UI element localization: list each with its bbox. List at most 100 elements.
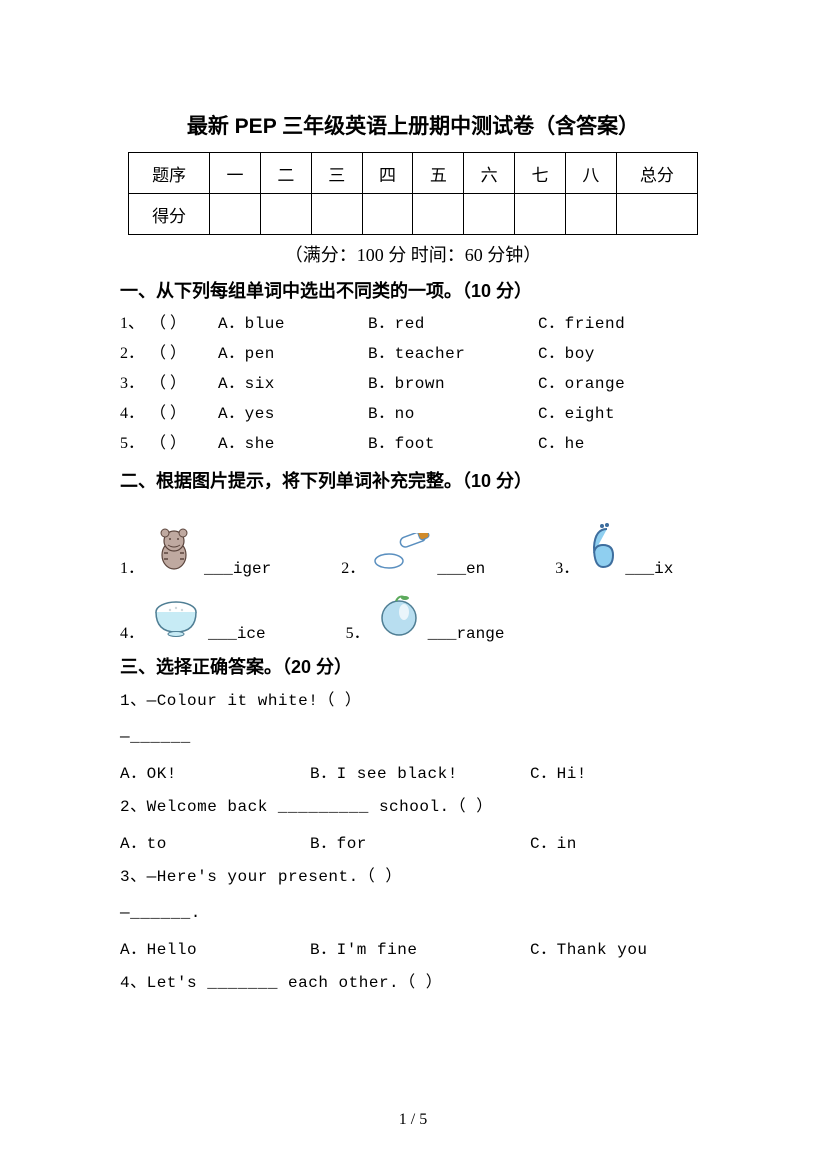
section3-heading: 三、选择正确答案。（20 分） (120, 653, 706, 679)
section1-heading: 一、从下列每组单词中选出不同类的一项。（10 分） (120, 277, 706, 303)
option-a: A．to (120, 829, 310, 853)
score-cell[interactable] (362, 194, 413, 235)
exam-subinfo: （满分：100 分 时间：60 分钟） (120, 241, 706, 267)
option-a: A．six (218, 371, 368, 397)
score-cell-total[interactable] (616, 194, 697, 235)
q1-num: 1、 (120, 311, 150, 337)
score-cell[interactable] (565, 194, 616, 235)
orange-icon (376, 592, 422, 643)
q1-row: 5．（ ）A．sheB．footC．he (120, 431, 706, 457)
option-c: C．in (530, 829, 706, 853)
q1-row: 4．（ ）A．yesB．noC．eight (120, 401, 706, 427)
q2-item-5: 5． ___range (346, 592, 505, 643)
q2-word[interactable]: ___iger (204, 560, 271, 578)
option-a: A．pen (218, 341, 368, 367)
answer-blank[interactable]: （ ） (150, 341, 218, 367)
answer-blank[interactable]: （ ） (150, 401, 218, 427)
q2-item-1: 1． ___iger (120, 525, 271, 578)
q3-line: 4、Let's _______ each other.（ ） (120, 969, 706, 997)
q2-num: 3． (555, 554, 579, 578)
hdr-cell: 三 (311, 153, 362, 194)
q2-num: 4． (120, 619, 144, 643)
answer-blank[interactable]: （ ） (150, 431, 218, 457)
option-b: B．red (368, 311, 538, 337)
q2-item-4: 4． ___ice (120, 598, 266, 643)
q2-word[interactable]: ___ix (625, 560, 673, 578)
option-c: C．eight (538, 401, 706, 427)
hdr-cell: 四 (362, 153, 413, 194)
exam-title: 最新 PEP 三年级英语上册期中测试卷（含答案） (120, 110, 706, 140)
score-label: 得分 (129, 194, 210, 235)
q2-word[interactable]: ___en (437, 560, 485, 578)
section2-row2: 4． ___ice 5． ___rang (120, 592, 706, 643)
option-a: A．Hello (120, 935, 310, 959)
answer-blank[interactable]: （ ） (150, 311, 218, 337)
page-number: 1 / 5 (0, 1111, 826, 1129)
q3-line: —______ (120, 723, 706, 751)
q1-row: 1、（ ）A．blueB．redC．friend (120, 311, 706, 337)
hdr-cell: 六 (464, 153, 515, 194)
hdr-cell: 八 (565, 153, 616, 194)
q2-num: 2． (341, 554, 365, 578)
q2-item-2: 2． ___en (341, 533, 485, 578)
q1-num: 4． (120, 401, 150, 427)
score-row-values: 得分 (129, 194, 698, 235)
option-b: B．no (368, 401, 538, 427)
option-b: B．brown (368, 371, 538, 397)
score-row-header: 题序 一 二 三 四 五 六 七 八 总分 (129, 153, 698, 194)
option-c: C．Hi! (530, 759, 706, 783)
q3-line: —______. (120, 899, 706, 927)
option-b: B．foot (368, 431, 538, 457)
option-b: B．for (310, 829, 530, 853)
six-icon (585, 523, 619, 578)
option-c: C．boy (538, 341, 706, 367)
q3-options: A．toB．forC．in (120, 829, 706, 853)
option-a: A．OK! (120, 759, 310, 783)
tiger-icon (150, 525, 198, 578)
option-c: C．Thank you (530, 935, 706, 959)
q1-row: 3．（ ）A．sixB．brownC．orange (120, 371, 706, 397)
q2-item-3: 3． ___ix (555, 523, 673, 578)
score-table: 题序 一 二 三 四 五 六 七 八 总分 得分 (128, 152, 698, 235)
q2-num: 1． (120, 554, 144, 578)
q1-num: 2． (120, 341, 150, 367)
score-cell[interactable] (210, 194, 261, 235)
score-cell[interactable] (464, 194, 515, 235)
section2-row1: 1． ___iger 2． (120, 523, 706, 578)
option-b: B．I see black! (310, 759, 530, 783)
q2-num: 5． (346, 619, 370, 643)
score-cell[interactable] (413, 194, 464, 235)
hdr-cell: 七 (515, 153, 566, 194)
answer-blank[interactable]: （ ） (150, 371, 218, 397)
q1-num: 5． (120, 431, 150, 457)
q2-word[interactable]: ___range (428, 625, 505, 643)
q3-line: 3、—Here's your present.（ ） (120, 863, 706, 891)
page: 最新 PEP 三年级英语上册期中测试卷（含答案） 题序 一 二 三 四 五 六 … (0, 0, 826, 1169)
option-b: B．I'm fine (310, 935, 530, 959)
hdr-cell: 一 (210, 153, 261, 194)
q3-line: 2、Welcome back _________ school.（ ） (120, 793, 706, 821)
hdr-cell: 题序 (129, 153, 210, 194)
option-a: A．blue (218, 311, 368, 337)
q2-word[interactable]: ___ice (208, 625, 266, 643)
q3-line: 1、—Colour it white!（ ） (120, 687, 706, 715)
hdr-cell: 二 (260, 153, 311, 194)
section3-body: 1、—Colour it white!（ ） —______ A．OK!B．I se… (120, 687, 706, 997)
section2-heading: 二、根据图片提示，将下列单词补充完整。（10 分） (120, 467, 706, 493)
option-c: C．friend (538, 311, 706, 337)
q3-options: A．OK!B．I see black!C．Hi! (120, 759, 706, 783)
hdr-cell: 总分 (616, 153, 697, 194)
q1-row: 2．（ ）A．penB．teacherC．boy (120, 341, 706, 367)
score-cell[interactable] (515, 194, 566, 235)
q1-num: 3． (120, 371, 150, 397)
option-a: A．she (218, 431, 368, 457)
section1-body: 1、（ ）A．blueB．redC．friend2．（ ）A．penB．teac… (120, 311, 706, 457)
rice-icon (150, 598, 202, 643)
option-c: C．orange (538, 371, 706, 397)
score-cell[interactable] (260, 194, 311, 235)
score-cell[interactable] (311, 194, 362, 235)
option-a: A．yes (218, 401, 368, 427)
pen-icon (371, 533, 431, 578)
hdr-cell: 五 (413, 153, 464, 194)
option-b: B．teacher (368, 341, 538, 367)
